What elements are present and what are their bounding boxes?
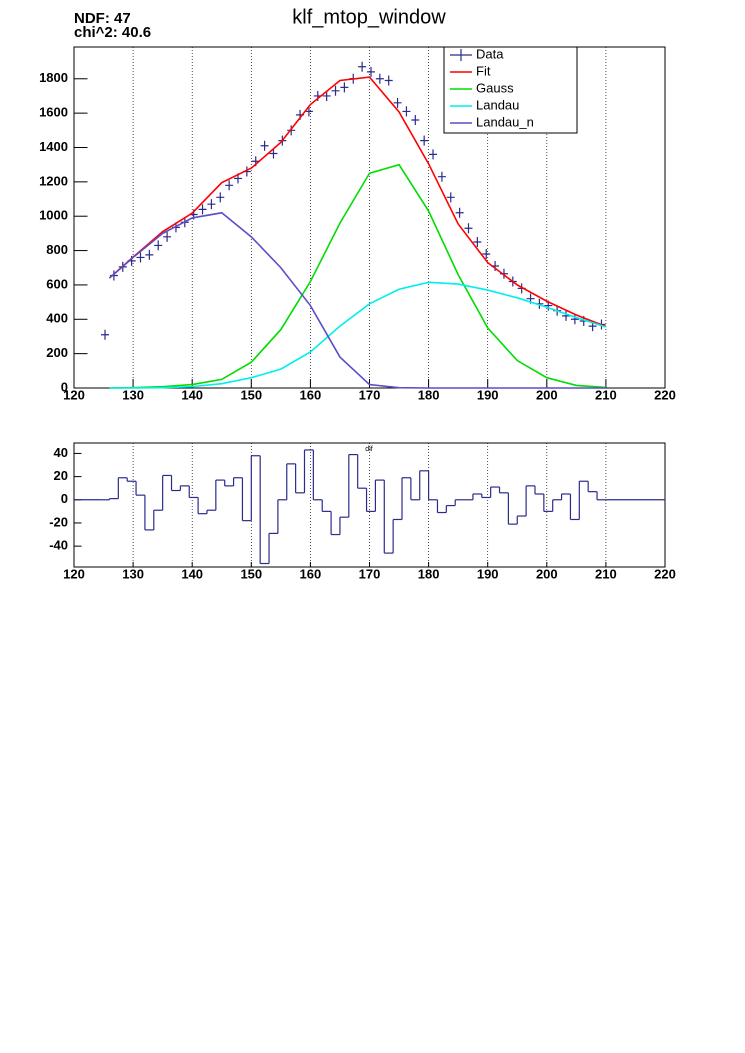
y-tick-label: 20: [54, 468, 68, 483]
data-point: [562, 310, 571, 321]
data-point: [366, 66, 375, 77]
data-point: [198, 204, 207, 215]
data-point: [136, 252, 145, 263]
x-tick-label: 140: [181, 566, 203, 581]
y-tick-label: 1000: [39, 208, 68, 223]
data-point: [304, 106, 313, 117]
data-point: [340, 82, 349, 93]
data-point: [384, 75, 393, 86]
y-tick-label: 1200: [39, 173, 68, 188]
data-point: [455, 207, 464, 218]
data-point: [429, 149, 438, 160]
data-point: [358, 61, 367, 72]
y-tick-label: 600: [46, 276, 68, 291]
x-tick-label: 190: [477, 387, 499, 402]
annotation: NDF: 47: [74, 10, 131, 27]
data-point: [375, 73, 384, 84]
curve: [109, 163, 606, 389]
data-point: [269, 148, 278, 159]
x-tick-label: 200: [536, 387, 558, 402]
y-tick-label: 0: [61, 379, 68, 394]
legend-symbol: [450, 49, 472, 61]
curve: [109, 281, 607, 389]
data-point: [402, 106, 411, 117]
data-point: [225, 180, 234, 191]
x-tick-label: 220: [654, 566, 676, 581]
data-point: [216, 192, 225, 203]
data-point: [473, 236, 482, 247]
chart-title: klf_mtop_window: [292, 6, 446, 28]
y-tick-label: -20: [49, 514, 68, 529]
legend-box: [443, 46, 578, 134]
x-tick-label: 170: [359, 566, 381, 581]
x-tick-label: 150: [240, 387, 262, 402]
data-point: [437, 171, 446, 182]
data-point: [322, 90, 331, 101]
curve: [108, 76, 607, 328]
data-point: [570, 314, 579, 325]
x-tick-label: 180: [418, 387, 440, 402]
x-tick-label: 140: [181, 387, 203, 402]
legend-label: Gauss: [476, 80, 514, 95]
y-tick-label: 400: [46, 311, 68, 326]
data-point: [154, 240, 163, 251]
y-tick-label: 200: [46, 345, 68, 360]
legend-label: Data: [476, 46, 504, 61]
x-tick-label: 210: [595, 387, 617, 402]
data-point: [446, 192, 455, 203]
x-tick-label: 220: [654, 387, 676, 402]
data-point: [207, 199, 216, 210]
data-point: [411, 115, 420, 126]
x-tick-label: 120: [63, 387, 85, 402]
x-tick-label: 160: [300, 387, 322, 402]
x-tick-label: 190: [477, 566, 499, 581]
x-tick-label: 180: [418, 566, 440, 581]
x-tick-label: 120: [63, 566, 85, 581]
data-point: [145, 249, 154, 260]
legend-label: Fit: [476, 63, 491, 78]
legend-label: Landau: [476, 97, 519, 112]
data-point: [464, 223, 473, 234]
data-point: [420, 135, 429, 146]
y-tick-label: 1600: [39, 105, 68, 120]
y-tick-label: 0: [61, 491, 68, 506]
x-tick-label: 200: [536, 566, 558, 581]
y-tick-label: 1400: [39, 139, 68, 154]
data-point: [260, 140, 269, 151]
y-tick-label: -40: [49, 538, 68, 553]
data-point: [331, 85, 340, 96]
x-tick-label: 130: [122, 566, 144, 581]
data-point: [393, 97, 402, 108]
y-tick-label: 40: [54, 445, 68, 460]
x-tick-label: 170: [359, 387, 381, 402]
data-point: [163, 231, 172, 242]
x-tick-label: 210: [595, 566, 617, 581]
data-point: [482, 249, 491, 260]
x-tick-label: 160: [300, 566, 322, 581]
curve: [108, 211, 606, 389]
x-tick-label: 130: [122, 387, 144, 402]
chart-title: dif: [365, 446, 372, 453]
y-tick-label: 800: [46, 242, 68, 257]
y-tick-label: 1800: [39, 70, 68, 85]
x-tick-label: 150: [240, 566, 262, 581]
legend-label: Landau_n: [476, 114, 534, 129]
annotation: chi^2: 40.6: [74, 24, 151, 41]
data-point: [101, 329, 110, 340]
